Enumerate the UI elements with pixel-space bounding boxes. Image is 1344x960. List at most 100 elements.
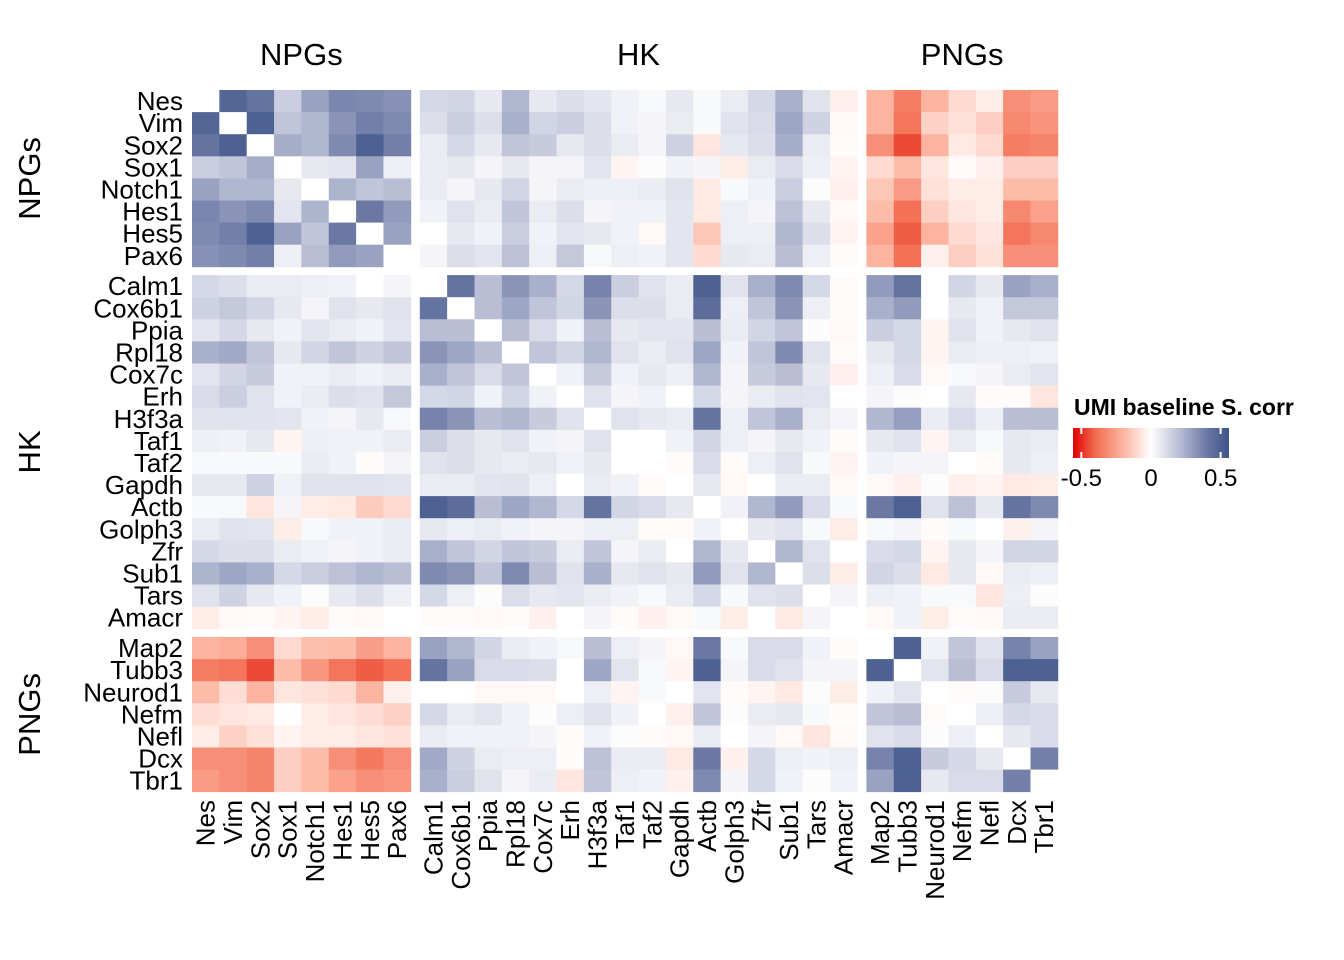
heatmap-cell — [1030, 244, 1059, 268]
heatmap-cell — [665, 681, 694, 704]
heatmap-cell — [748, 703, 776, 726]
column-label: Taf2 — [637, 800, 667, 849]
heatmap-cell — [948, 178, 977, 201]
heatmap-cell — [748, 584, 776, 607]
heatmap-cell — [246, 90, 275, 113]
heatmap-cell — [1003, 363, 1031, 386]
heatmap-cell — [219, 606, 248, 630]
heatmap-cell — [192, 681, 220, 704]
heatmap-cell — [748, 769, 776, 793]
heatmap-cell — [356, 319, 384, 342]
heatmap-cell — [501, 584, 530, 607]
heatmap-cell — [611, 769, 639, 793]
heatmap-cell — [921, 407, 949, 431]
heatmap-cell — [583, 429, 612, 453]
heatmap-cell — [583, 451, 612, 475]
heatmap-cell — [274, 637, 302, 660]
heatmap-cell — [611, 584, 639, 607]
heatmap-cell — [328, 341, 357, 364]
heatmap-cell — [948, 244, 977, 268]
heatmap-cell — [638, 363, 667, 386]
heatmap-cell — [1003, 200, 1031, 223]
heatmap-cell — [866, 275, 895, 298]
heatmap-cell — [356, 275, 384, 298]
heatmap-cell — [611, 474, 639, 497]
heatmap-cell — [274, 451, 302, 475]
heatmap-cell — [192, 222, 220, 246]
heatmap-cell — [866, 637, 895, 660]
heatmap-cell — [1003, 606, 1031, 630]
heatmap-cell — [246, 222, 275, 246]
heatmap-cell — [611, 156, 639, 179]
heatmap-cell — [893, 90, 922, 113]
heatmap-cell — [830, 681, 858, 704]
heatmap-cell — [447, 518, 475, 541]
heatmap-cell — [474, 681, 503, 704]
heatmap-cell — [975, 725, 1004, 748]
heatmap-cell — [975, 562, 1004, 585]
heatmap-cell — [893, 156, 922, 179]
heatmap-cell — [246, 562, 275, 585]
heatmap-cell — [301, 769, 330, 793]
heatmap-cell — [866, 769, 895, 793]
heatmap-cell — [246, 319, 275, 342]
heatmap-cell — [383, 540, 412, 563]
heatmap-cell — [301, 540, 330, 563]
heatmap-cell — [611, 429, 639, 453]
heatmap-cell — [192, 407, 220, 431]
heatmap-cell — [474, 659, 503, 682]
heatmap-cell — [693, 429, 722, 453]
heatmap-cell — [501, 562, 530, 585]
heatmap-cell — [501, 341, 530, 364]
heatmap-cell — [693, 725, 722, 748]
heatmap-cell — [638, 429, 667, 453]
heatmap-cell — [665, 562, 694, 585]
column-label: Erh — [555, 800, 585, 840]
heatmap-cell — [529, 112, 557, 135]
row-label: Map2 — [118, 633, 183, 663]
heatmap-cell — [693, 178, 722, 201]
heatmap-cell — [447, 606, 475, 630]
heatmap-cell — [1030, 341, 1059, 364]
heatmap-cell — [948, 407, 977, 431]
heatmap-cell — [219, 385, 248, 409]
heatmap-cell — [775, 606, 804, 630]
heatmap-cell — [802, 156, 831, 179]
heatmap-cell — [720, 606, 749, 630]
heatmap-cell — [583, 297, 612, 320]
heatmap-cell — [893, 659, 922, 682]
heatmap-cell — [192, 637, 220, 660]
heatmap-cell — [583, 769, 612, 793]
column-label: Hes5 — [355, 800, 385, 861]
heatmap-cell — [948, 747, 977, 770]
heatmap-cell — [529, 562, 557, 585]
heatmap-cell — [775, 637, 804, 660]
heatmap-cell — [638, 297, 667, 320]
heatmap-cell — [638, 637, 667, 660]
column-label: Dcx — [1002, 800, 1032, 845]
heatmap-cell — [948, 474, 977, 497]
heatmap-cell — [720, 134, 749, 157]
heatmap-cell — [975, 90, 1004, 113]
heatmap-cell — [529, 637, 557, 660]
heatmap-cell — [893, 584, 922, 607]
heatmap-cell — [328, 363, 357, 386]
heatmap-cell — [474, 200, 503, 223]
heatmap-cell — [866, 134, 895, 157]
heatmap-cell — [219, 319, 248, 342]
heatmap-cell — [975, 606, 1004, 630]
heatmap-cell — [556, 540, 585, 563]
heatmap-cell — [948, 134, 977, 157]
heatmap-cell — [192, 134, 220, 157]
heatmap-cell — [556, 637, 585, 660]
heatmap-cell — [328, 725, 357, 748]
heatmap-cell — [529, 584, 557, 607]
heatmap-cell — [975, 681, 1004, 704]
heatmap-cell — [693, 637, 722, 660]
heatmap-cell — [328, 584, 357, 607]
heatmap-cell — [447, 747, 475, 770]
heatmap-cell — [1003, 725, 1031, 748]
heatmap-cell — [1030, 112, 1059, 135]
row-label: Actb — [131, 492, 183, 522]
